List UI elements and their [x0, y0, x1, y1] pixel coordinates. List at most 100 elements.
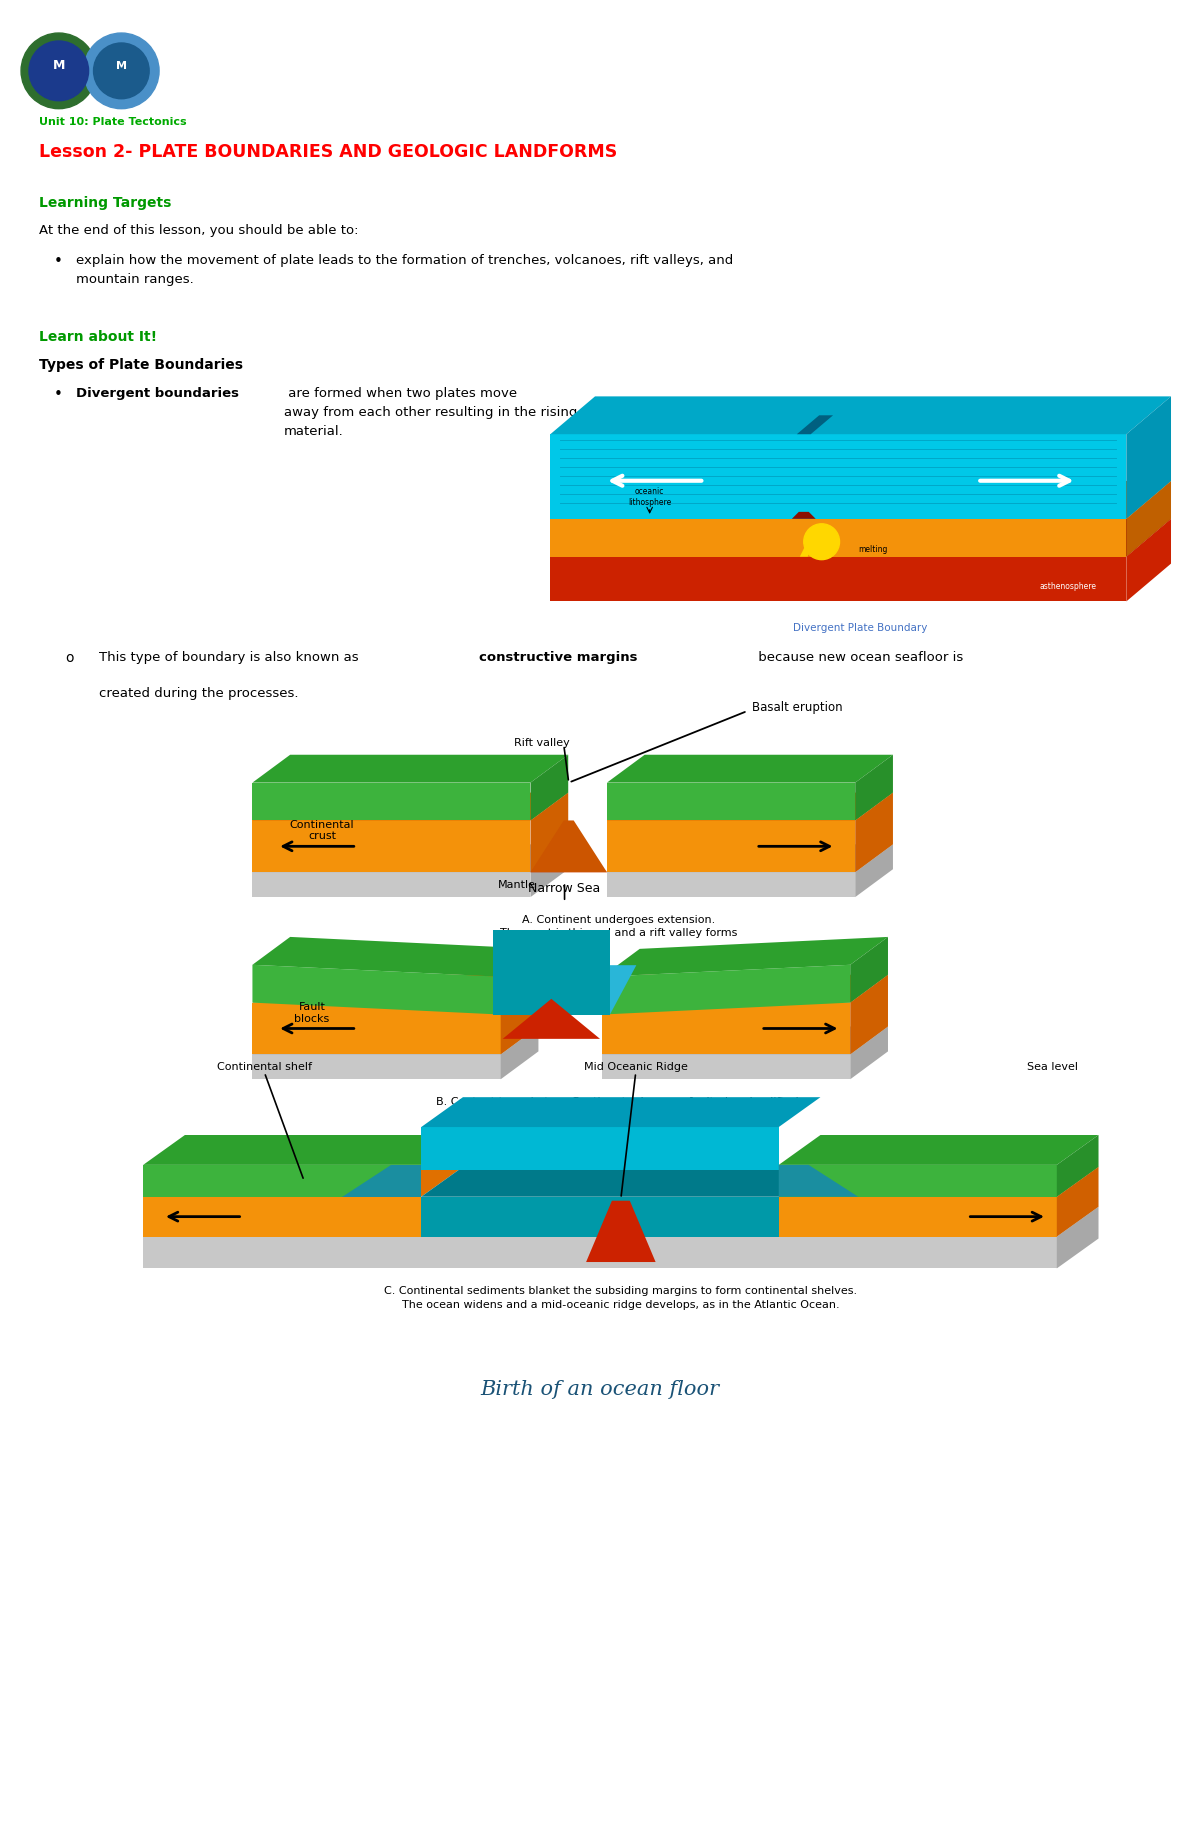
Polygon shape	[500, 974, 539, 1055]
Text: Unit 10: Plate Tectonics: Unit 10: Plate Tectonics	[38, 117, 186, 127]
Polygon shape	[143, 1165, 421, 1196]
Polygon shape	[779, 1136, 1098, 1165]
Text: o: o	[66, 651, 74, 666]
Polygon shape	[851, 974, 888, 1055]
Polygon shape	[607, 782, 856, 820]
Text: Continental
crust: Continental crust	[289, 820, 354, 840]
Polygon shape	[792, 512, 816, 519]
Text: constructive margins: constructive margins	[479, 651, 637, 664]
Polygon shape	[530, 840, 607, 872]
Text: Rift valley: Rift valley	[514, 738, 570, 749]
Polygon shape	[421, 1097, 821, 1127]
Text: asthenosphere: asthenosphere	[1039, 582, 1097, 591]
Polygon shape	[602, 1002, 851, 1055]
Text: Sea level: Sea level	[1027, 1062, 1078, 1072]
Polygon shape	[252, 782, 530, 820]
Polygon shape	[342, 1165, 421, 1196]
Text: A. Continent undergoes extension.
The crust is thinned and a rift valley forms: A. Continent undergoes extension. The cr…	[500, 916, 738, 938]
Text: Mantle: Mantle	[498, 879, 535, 890]
Polygon shape	[607, 820, 856, 872]
Polygon shape	[421, 1127, 779, 1171]
Circle shape	[84, 33, 160, 108]
Text: Birth of an ocean floor: Birth of an ocean floor	[480, 1380, 720, 1398]
Polygon shape	[143, 1237, 1057, 1268]
Circle shape	[804, 523, 840, 560]
Polygon shape	[797, 415, 833, 435]
Text: oceanic
lithosphere: oceanic lithosphere	[628, 488, 671, 506]
Text: M: M	[116, 61, 127, 72]
Text: Fault
blocks: Fault blocks	[294, 1002, 330, 1024]
Polygon shape	[530, 820, 607, 872]
Text: This type of boundary is also known as: This type of boundary is also known as	[98, 651, 362, 664]
Polygon shape	[551, 519, 1171, 556]
Polygon shape	[252, 1026, 539, 1055]
Text: explain how the movement of plate leads to the formation of trenches, volcanoes,: explain how the movement of plate leads …	[76, 253, 733, 286]
Text: created during the processes.: created during the processes.	[98, 686, 298, 699]
Polygon shape	[607, 793, 893, 820]
Polygon shape	[530, 793, 569, 872]
Text: Divergent boundaries: Divergent boundaries	[76, 387, 239, 400]
Polygon shape	[143, 1136, 463, 1165]
Polygon shape	[551, 556, 1127, 602]
Circle shape	[94, 42, 149, 99]
Polygon shape	[551, 519, 1127, 556]
Polygon shape	[856, 844, 893, 897]
Polygon shape	[800, 536, 816, 556]
Polygon shape	[602, 965, 851, 1015]
Polygon shape	[607, 844, 893, 872]
Polygon shape	[856, 793, 893, 872]
Polygon shape	[252, 754, 569, 782]
Text: M: M	[53, 59, 65, 72]
Polygon shape	[143, 1196, 421, 1237]
Text: •: •	[54, 387, 62, 402]
Polygon shape	[851, 1026, 888, 1079]
Polygon shape	[252, 965, 500, 1015]
Polygon shape	[503, 998, 600, 1039]
Polygon shape	[530, 844, 569, 897]
Polygon shape	[586, 1200, 655, 1262]
Polygon shape	[602, 938, 888, 976]
Polygon shape	[851, 938, 888, 1002]
Polygon shape	[779, 1167, 1098, 1196]
Polygon shape	[252, 974, 539, 1002]
Polygon shape	[421, 1167, 821, 1196]
Text: Mid Oceanic Ridge: Mid Oceanic Ridge	[584, 1062, 688, 1072]
Circle shape	[22, 33, 96, 108]
Polygon shape	[421, 1196, 779, 1237]
Polygon shape	[1057, 1207, 1098, 1268]
Polygon shape	[779, 1196, 1057, 1237]
Polygon shape	[252, 1055, 500, 1079]
Polygon shape	[252, 844, 569, 872]
Polygon shape	[779, 1165, 858, 1196]
Text: Continental shelf: Continental shelf	[217, 1062, 312, 1072]
Polygon shape	[1127, 396, 1171, 519]
Polygon shape	[1127, 481, 1171, 556]
Text: melting: melting	[858, 545, 888, 554]
Polygon shape	[856, 754, 893, 820]
Text: At the end of this lesson, you should be able to:: At the end of this lesson, you should be…	[38, 224, 359, 237]
Polygon shape	[252, 938, 539, 976]
Text: Types of Plate Boundaries: Types of Plate Boundaries	[38, 358, 242, 371]
Polygon shape	[551, 435, 1127, 519]
Text: C. Continental sediments blanket the subsiding margins to form continental shelv: C. Continental sediments blanket the sub…	[384, 1286, 858, 1310]
Polygon shape	[779, 1165, 1057, 1196]
Polygon shape	[1057, 1167, 1098, 1237]
Text: Learning Targets: Learning Targets	[38, 196, 172, 211]
Polygon shape	[493, 930, 610, 1015]
Polygon shape	[602, 1055, 851, 1079]
Polygon shape	[602, 1026, 888, 1055]
Text: Narrow Sea: Narrow Sea	[528, 883, 601, 895]
Polygon shape	[252, 872, 530, 897]
Polygon shape	[1057, 1136, 1098, 1196]
Text: are formed when two plates move
away from each other resulting in the rising of : are formed when two plates move away fro…	[284, 387, 672, 439]
Text: B. Content tears in two. Continent edges are faulted and uplifted.
Basalt erupti: B. Content tears in two. Continent edges…	[436, 1097, 802, 1121]
Text: Lesson 2- PLATE BOUNDARIES AND GEOLOGIC LANDFORMS: Lesson 2- PLATE BOUNDARIES AND GEOLOGIC …	[38, 143, 617, 160]
Polygon shape	[607, 872, 856, 897]
Text: Basalt eruption: Basalt eruption	[752, 701, 844, 714]
Polygon shape	[602, 974, 888, 1002]
Polygon shape	[252, 820, 530, 872]
Text: because new ocean seafloor is: because new ocean seafloor is	[754, 651, 964, 664]
Polygon shape	[493, 965, 636, 1015]
Polygon shape	[252, 793, 569, 820]
Circle shape	[29, 40, 89, 101]
